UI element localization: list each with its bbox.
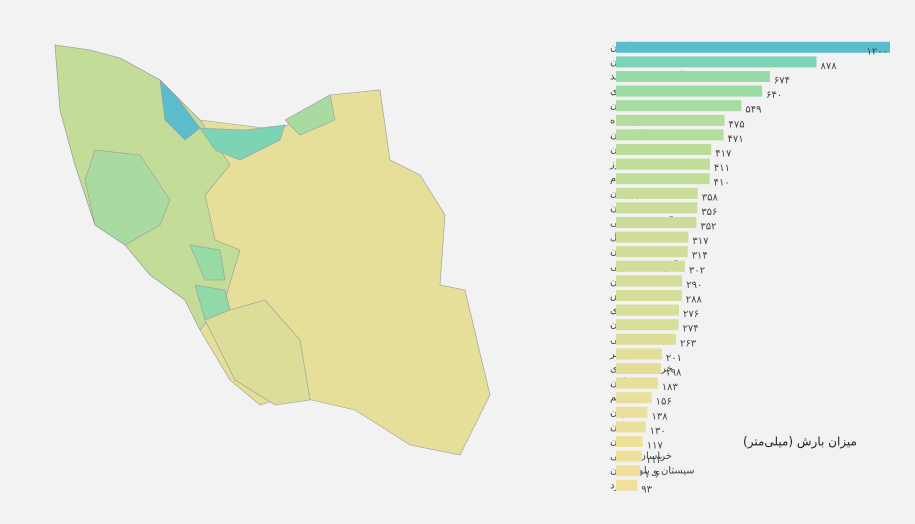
value-label: ۶۷۴ bbox=[774, 76, 790, 87]
bar bbox=[616, 85, 763, 97]
value-label: ۳۰۲ bbox=[689, 265, 705, 276]
value-label: ۴۷۵ bbox=[728, 119, 744, 130]
value-label: ۲۸۸ bbox=[686, 295, 703, 306]
bar bbox=[616, 260, 685, 272]
category-label: سیستان و بلوچستان bbox=[610, 466, 695, 477]
bar bbox=[616, 465, 641, 477]
bar bbox=[616, 71, 770, 82]
bar bbox=[616, 421, 646, 433]
bar bbox=[616, 436, 643, 447]
value-label: ۱۰۶ bbox=[644, 470, 660, 481]
bar bbox=[616, 348, 662, 360]
bar bbox=[616, 304, 680, 316]
bar bbox=[616, 333, 677, 345]
value-label: ۱۲۰۰ bbox=[867, 46, 888, 57]
value-label: ۱۳۰ bbox=[650, 426, 666, 437]
bar bbox=[616, 290, 682, 301]
map-region bbox=[189, 244, 226, 281]
bar bbox=[616, 129, 724, 141]
value-label: ۸۷۸ bbox=[820, 61, 837, 72]
bar bbox=[616, 158, 710, 170]
category-label: قم bbox=[610, 393, 622, 404]
value-label: ۴۱۷ bbox=[715, 149, 732, 160]
value-label: ۳۵۸ bbox=[702, 192, 719, 203]
bar bbox=[616, 377, 658, 389]
bar bbox=[616, 202, 698, 214]
value-label: ۲۷۶ bbox=[683, 309, 699, 320]
bar bbox=[616, 217, 697, 228]
value-label: ۳۵۶ bbox=[701, 207, 717, 218]
bar bbox=[616, 450, 642, 462]
value-label: ۴۱۱ bbox=[714, 163, 730, 174]
value-label: ۳۵۲ bbox=[700, 222, 716, 233]
value-label: ۴۷۱ bbox=[728, 134, 744, 145]
map-region bbox=[204, 299, 311, 406]
bar bbox=[616, 392, 652, 404]
value-label: ۱۱۷ bbox=[647, 441, 664, 452]
map-region bbox=[159, 79, 201, 141]
bar bbox=[616, 41, 890, 53]
map-region bbox=[84, 149, 171, 246]
bar bbox=[616, 173, 710, 185]
value-label: ۳۱۴ bbox=[692, 251, 708, 262]
bar bbox=[616, 246, 688, 258]
bar bbox=[616, 363, 662, 374]
map bbox=[54, 44, 491, 456]
value-label: ۹۳ bbox=[641, 484, 652, 495]
legend-title: میزان بارش (میلی‌متر) bbox=[743, 435, 857, 450]
value-label: ۲۶۳ bbox=[680, 338, 697, 349]
bar bbox=[616, 144, 712, 155]
value-label: ۲۹۰ bbox=[686, 280, 702, 291]
bar bbox=[616, 231, 689, 243]
bar bbox=[616, 479, 638, 491]
bar bbox=[616, 319, 679, 331]
value-label: ۲۰۱ bbox=[666, 353, 682, 364]
value-label: ۱۵۶ bbox=[656, 397, 672, 408]
bar bbox=[616, 187, 698, 199]
bar bbox=[616, 56, 817, 68]
bar bbox=[616, 406, 648, 418]
bar bbox=[616, 275, 683, 287]
value-label: ۶۴۰ bbox=[766, 90, 782, 101]
value-label: ۱۳۸ bbox=[652, 411, 669, 422]
bar bbox=[616, 100, 742, 112]
bar bbox=[616, 114, 725, 126]
map-region bbox=[284, 94, 336, 136]
value-label: ۲۷۴ bbox=[683, 324, 699, 335]
value-label: ۱۹۸ bbox=[665, 368, 682, 379]
value-label: ۳۱۷ bbox=[692, 236, 709, 247]
value-label: ۴۱۰ bbox=[714, 178, 730, 189]
value-label: ۵۴۹ bbox=[745, 105, 761, 116]
map-region bbox=[199, 124, 286, 161]
value-label: ۱۱۳ bbox=[646, 455, 663, 466]
value-label: ۱۸۳ bbox=[662, 382, 679, 393]
